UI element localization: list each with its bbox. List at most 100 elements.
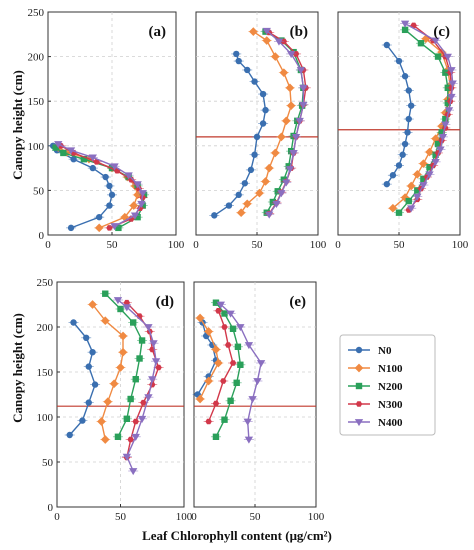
data-point: [261, 177, 270, 186]
data-point: [274, 188, 281, 195]
data-point: [395, 162, 403, 169]
data-point: [89, 349, 96, 356]
data-point: [131, 433, 140, 441]
data-point: [117, 305, 124, 313]
data-point: [221, 416, 228, 423]
y-tick-label: 200: [28, 52, 45, 64]
data-point: [270, 52, 280, 61]
data-point: [108, 191, 116, 199]
legend-label: N0: [378, 345, 392, 357]
data-point: [282, 179, 291, 187]
y-axis-label-top: Canopy height (cm): [10, 70, 25, 180]
data-point: [438, 133, 448, 142]
data-point: [296, 67, 306, 75]
x-tick-label: 50: [250, 511, 262, 523]
data-point: [281, 116, 291, 126]
data-point: [425, 147, 434, 157]
data-point: [253, 378, 262, 386]
panel-tag: (c): [433, 24, 450, 40]
data-point: [244, 436, 254, 444]
data-point: [127, 436, 134, 443]
data-point: [448, 80, 457, 88]
x-tick-label: 0: [54, 511, 60, 523]
data-point: [256, 360, 266, 368]
data-point: [242, 199, 252, 209]
data-point: [262, 36, 272, 45]
data-point: [237, 361, 244, 368]
data-point: [118, 331, 128, 341]
data-point: [137, 200, 146, 208]
legend-marker: [355, 346, 363, 354]
series-n0: [64, 319, 101, 439]
legend-marker: [354, 363, 364, 373]
data-point: [259, 120, 267, 127]
legend-label: N400: [378, 417, 403, 429]
data-point: [129, 468, 138, 476]
panel-tag: (d): [156, 294, 174, 310]
panel-frame: [56, 281, 185, 508]
data-point: [431, 37, 440, 45]
data-point: [151, 358, 161, 366]
data-point: [438, 129, 445, 136]
data-point: [97, 417, 106, 426]
panel-tag: (b): [290, 24, 308, 40]
data-point: [204, 327, 213, 336]
panel-tag: (a): [149, 24, 167, 40]
data-point: [132, 376, 139, 383]
series-n400: [400, 20, 458, 213]
data-point: [109, 379, 119, 389]
data-point: [244, 66, 251, 74]
data-point: [389, 172, 397, 179]
data-point: [233, 50, 240, 58]
data-point: [264, 163, 274, 173]
data-point: [102, 290, 109, 297]
data-point: [262, 27, 271, 35]
data-point: [249, 27, 258, 36]
data-point: [85, 363, 92, 370]
data-point: [138, 337, 146, 344]
legend-item-n100: N100: [348, 363, 403, 375]
data-point: [287, 51, 296, 59]
data-point: [419, 159, 428, 168]
data-point: [405, 115, 412, 123]
data-point: [133, 190, 142, 200]
data-point: [212, 433, 220, 440]
data-point: [262, 106, 269, 114]
data-point: [70, 319, 77, 326]
data-point: [212, 299, 220, 306]
data-point: [211, 345, 221, 354]
legend-item-n300: N300: [348, 399, 403, 411]
data-point: [225, 202, 233, 209]
legend-item-n200: N200: [348, 381, 403, 393]
data-point: [405, 197, 412, 205]
data-point: [447, 67, 456, 75]
data-point: [114, 433, 122, 440]
data-point: [54, 141, 63, 149]
data-point: [286, 101, 296, 110]
data-point: [229, 360, 237, 366]
data-point: [269, 198, 277, 206]
data-point: [88, 154, 97, 162]
y-tick-label: 150: [37, 367, 54, 379]
data-point: [405, 87, 412, 94]
legend-item-n0: N0: [348, 345, 392, 357]
x-tick-label: 100: [310, 239, 327, 251]
data-point: [94, 223, 104, 233]
data-point: [431, 158, 440, 167]
data-point: [401, 26, 409, 34]
data-point: [106, 202, 113, 209]
data-point: [274, 38, 284, 46]
data-point: [444, 107, 454, 115]
data-point: [285, 166, 295, 174]
data-point: [426, 164, 433, 171]
data-point: [115, 224, 122, 232]
data-point: [447, 93, 456, 101]
data-point: [277, 190, 286, 198]
data-point: [443, 53, 452, 61]
x-tick-label: 0: [191, 511, 197, 523]
data-point: [137, 415, 147, 423]
data-point: [442, 115, 449, 123]
data-point: [195, 313, 205, 323]
data-point: [270, 148, 280, 158]
